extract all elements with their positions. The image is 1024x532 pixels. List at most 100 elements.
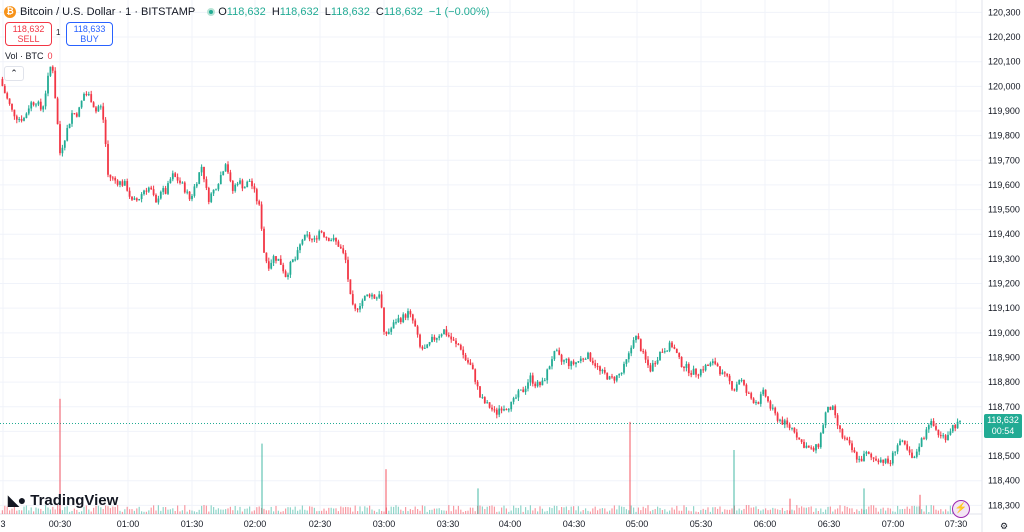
volume-bar <box>405 507 407 514</box>
volume-bar <box>654 509 656 514</box>
candle-body <box>54 70 57 99</box>
candle-body <box>373 294 376 299</box>
volume-bar <box>621 506 623 514</box>
candle-body <box>471 364 474 370</box>
candle-body <box>548 366 551 370</box>
price-axis-label: 119,000 <box>988 328 1020 338</box>
candle-body <box>47 75 49 94</box>
volume-bar <box>721 511 723 514</box>
lightning-icon[interactable]: ⚡ <box>952 500 970 518</box>
candle-body <box>714 361 717 364</box>
candle-body <box>731 381 733 390</box>
candle-body <box>421 346 424 349</box>
candle-body <box>920 438 923 447</box>
volume-bar <box>834 509 836 514</box>
candle-body <box>457 343 460 345</box>
candle-body <box>824 412 827 426</box>
candle-body <box>32 102 35 105</box>
candle-body <box>246 181 249 188</box>
volume-bar <box>318 510 320 514</box>
volume-bar <box>107 506 109 514</box>
volume-bar <box>947 511 949 514</box>
volume-bar <box>496 511 498 514</box>
candle-body <box>882 459 885 463</box>
volume-bar <box>203 505 205 514</box>
volume-bar <box>505 508 507 514</box>
candle-body <box>642 351 645 353</box>
chevron-up-icon[interactable]: ⌃ <box>4 66 24 81</box>
candle-body <box>265 252 268 262</box>
candle-body <box>320 231 323 233</box>
gear-icon[interactable]: ⚙ <box>1000 521 1009 531</box>
price-axis-label: 120,300 <box>988 7 1021 17</box>
volume-bar <box>765 508 767 514</box>
market-status-icon[interactable] <box>207 8 216 16</box>
candle-body <box>678 352 681 357</box>
tradingview-logo[interactable]: ◣● TradingView <box>8 492 118 509</box>
high-label: H <box>271 6 280 18</box>
candle-body <box>445 329 448 336</box>
price-axis-label: 118,300 <box>988 500 1020 510</box>
volume-bar <box>731 508 733 514</box>
candle-body <box>853 450 856 453</box>
volume-bar <box>205 505 207 514</box>
candle-body <box>721 372 724 375</box>
volume-bar <box>813 511 815 514</box>
volume-bar <box>469 507 471 514</box>
volume-bar <box>253 510 255 514</box>
candle-body <box>661 351 664 353</box>
candle-body <box>18 118 21 120</box>
candle-body <box>327 238 330 242</box>
candle-body <box>486 402 489 404</box>
candle-body <box>73 113 76 115</box>
volume-bar <box>885 510 887 514</box>
candle-body <box>411 314 414 321</box>
volume-spike-bar <box>629 421 631 514</box>
candle-body <box>481 397 484 399</box>
buy-button[interactable]: 118,633 BUY <box>66 22 113 46</box>
candle-body <box>253 186 256 190</box>
candle-body <box>827 406 829 413</box>
volume-bar <box>441 510 443 514</box>
candle-body <box>20 118 23 121</box>
buy-label: BUY <box>80 34 99 44</box>
volume-bar <box>673 509 675 514</box>
volume-bar <box>97 505 99 514</box>
candle-body <box>896 445 899 452</box>
candle-body <box>815 444 817 451</box>
price-axis-label: 118,500 <box>988 451 1020 461</box>
volume-bar <box>628 510 630 514</box>
volume-bar <box>450 511 452 514</box>
candle-body <box>855 452 858 460</box>
volume-bar <box>882 507 884 514</box>
candle-body <box>711 361 714 364</box>
symbol-title[interactable]: Bitcoin / U.S. Dollar · 1 · BITSTAMP <box>20 6 196 18</box>
candle-body <box>858 458 861 460</box>
candle-body <box>505 409 508 411</box>
candle-body <box>877 460 880 463</box>
volume-bar <box>937 510 939 514</box>
volume-bar <box>333 508 335 514</box>
candle-body <box>356 308 359 310</box>
candle-body <box>829 406 832 410</box>
price-axis-label: 118,800 <box>988 377 1020 387</box>
candle-body <box>133 198 136 200</box>
volume-bar <box>21 510 23 514</box>
volume-legend[interactable]: Vol · BTC 0 <box>5 51 53 61</box>
volume-bar <box>141 511 143 514</box>
price-axis-label: 119,700 <box>988 155 1020 165</box>
candle-body <box>644 351 647 360</box>
candle-body <box>78 107 81 117</box>
volume-bar <box>585 508 587 514</box>
ohlc-values: O118,632 H118,632 L118,632 C118,632 −1 (… <box>218 6 492 18</box>
candle-body <box>716 363 719 367</box>
volume-bar <box>421 505 423 514</box>
volume-bar <box>801 506 803 514</box>
volume-bar <box>810 506 812 514</box>
candle-body <box>935 426 937 430</box>
sell-label: SELL <box>17 34 40 44</box>
sell-button[interactable]: 118,632 SELL <box>5 22 52 46</box>
candle-body <box>147 187 150 192</box>
candle-body <box>572 361 575 365</box>
